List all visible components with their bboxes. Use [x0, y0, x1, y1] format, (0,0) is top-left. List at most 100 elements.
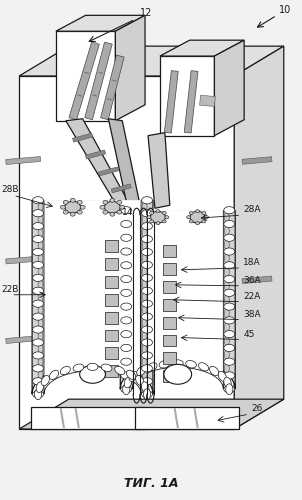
Ellipse shape — [38, 358, 43, 366]
Ellipse shape — [33, 378, 43, 385]
Ellipse shape — [224, 330, 235, 338]
Ellipse shape — [33, 326, 43, 333]
Ellipse shape — [70, 198, 75, 202]
Ellipse shape — [121, 234, 132, 241]
Ellipse shape — [38, 332, 43, 340]
Polygon shape — [105, 312, 118, 324]
Polygon shape — [242, 276, 272, 283]
Polygon shape — [69, 42, 99, 120]
Ellipse shape — [38, 370, 43, 380]
Ellipse shape — [129, 371, 137, 382]
Ellipse shape — [33, 236, 43, 242]
Polygon shape — [120, 210, 235, 389]
Ellipse shape — [38, 280, 43, 289]
Ellipse shape — [38, 267, 43, 276]
Ellipse shape — [224, 290, 235, 296]
Polygon shape — [66, 118, 130, 208]
Ellipse shape — [224, 322, 229, 332]
Polygon shape — [132, 210, 223, 389]
Ellipse shape — [189, 212, 193, 214]
Polygon shape — [148, 132, 170, 208]
Ellipse shape — [123, 384, 130, 394]
Ellipse shape — [142, 344, 147, 354]
Ellipse shape — [224, 268, 229, 277]
Ellipse shape — [142, 267, 147, 276]
Ellipse shape — [224, 226, 229, 235]
Ellipse shape — [196, 222, 200, 224]
Ellipse shape — [162, 220, 166, 223]
Ellipse shape — [38, 344, 43, 354]
Ellipse shape — [165, 216, 169, 218]
Text: 12: 12 — [140, 8, 153, 18]
Polygon shape — [163, 370, 176, 382]
Ellipse shape — [224, 350, 229, 360]
Polygon shape — [214, 40, 244, 136]
Ellipse shape — [126, 336, 131, 346]
Ellipse shape — [77, 200, 82, 204]
Ellipse shape — [142, 339, 153, 346]
Ellipse shape — [126, 212, 131, 222]
Ellipse shape — [33, 248, 43, 256]
Ellipse shape — [142, 241, 147, 250]
Ellipse shape — [226, 384, 233, 394]
Text: 14: 14 — [122, 208, 134, 217]
Ellipse shape — [224, 386, 235, 393]
Ellipse shape — [224, 295, 229, 304]
Polygon shape — [19, 76, 234, 429]
Ellipse shape — [77, 210, 82, 214]
Polygon shape — [56, 31, 115, 120]
Ellipse shape — [126, 281, 131, 291]
Text: 22B: 22B — [2, 285, 19, 294]
Ellipse shape — [121, 330, 132, 338]
Ellipse shape — [137, 366, 146, 376]
Ellipse shape — [204, 216, 208, 218]
Ellipse shape — [121, 206, 132, 214]
Ellipse shape — [36, 382, 43, 392]
Ellipse shape — [196, 210, 200, 212]
Ellipse shape — [224, 281, 229, 291]
Text: 38A: 38A — [243, 310, 261, 318]
Ellipse shape — [224, 308, 229, 318]
Ellipse shape — [121, 276, 132, 282]
Ellipse shape — [143, 388, 151, 400]
Ellipse shape — [41, 376, 50, 386]
Polygon shape — [184, 70, 198, 133]
Ellipse shape — [33, 300, 43, 308]
Ellipse shape — [198, 362, 209, 371]
Ellipse shape — [33, 287, 43, 294]
Ellipse shape — [150, 220, 154, 223]
Text: 36A: 36A — [243, 276, 261, 285]
Ellipse shape — [224, 234, 235, 241]
Ellipse shape — [224, 212, 229, 222]
Text: 45: 45 — [243, 330, 255, 338]
Ellipse shape — [38, 228, 43, 237]
Ellipse shape — [224, 303, 235, 310]
Polygon shape — [84, 72, 89, 74]
Ellipse shape — [142, 378, 153, 385]
Ellipse shape — [38, 241, 43, 250]
Ellipse shape — [142, 313, 153, 320]
Ellipse shape — [121, 290, 132, 296]
Ellipse shape — [80, 205, 85, 209]
Ellipse shape — [103, 210, 108, 214]
Ellipse shape — [60, 366, 70, 374]
Ellipse shape — [126, 226, 131, 235]
Polygon shape — [115, 16, 145, 120]
Ellipse shape — [142, 300, 153, 308]
Ellipse shape — [33, 196, 43, 204]
Ellipse shape — [142, 287, 153, 294]
Ellipse shape — [189, 220, 193, 223]
Ellipse shape — [126, 378, 131, 387]
Ellipse shape — [73, 364, 84, 372]
Ellipse shape — [224, 206, 235, 214]
Ellipse shape — [218, 371, 226, 382]
Polygon shape — [163, 263, 176, 275]
Ellipse shape — [120, 205, 125, 209]
Text: 10: 10 — [279, 6, 291, 16]
Ellipse shape — [164, 364, 192, 384]
Ellipse shape — [121, 358, 132, 366]
Ellipse shape — [60, 205, 65, 209]
Ellipse shape — [224, 372, 235, 379]
Ellipse shape — [142, 292, 147, 302]
Ellipse shape — [124, 377, 132, 388]
